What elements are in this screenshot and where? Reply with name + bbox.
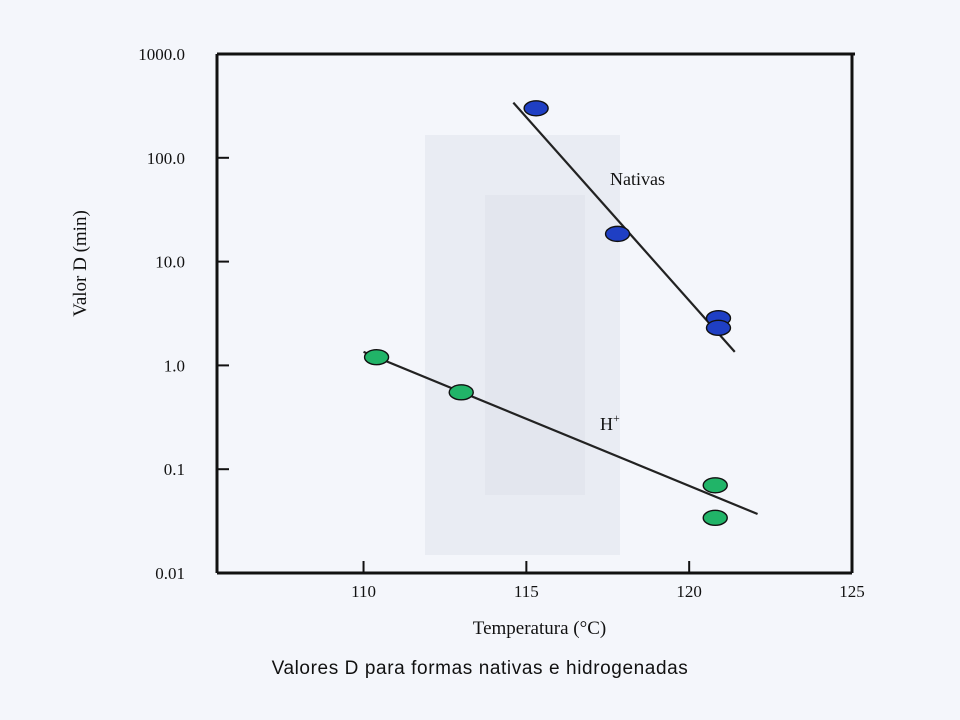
- y-tick-label: 10.0: [155, 253, 185, 272]
- data-point-h-plus: [363, 348, 390, 366]
- data-point-h-plus: [448, 384, 474, 401]
- x-axis-title: Temperatura (°C): [473, 618, 606, 639]
- y-tick-label: 100.0: [147, 149, 185, 168]
- x-tick-label: 110: [351, 582, 376, 601]
- x-tick-label: 115: [514, 582, 539, 601]
- series-label-h-plus: H+: [600, 411, 620, 434]
- series-label-nativas: Nativas: [610, 169, 665, 189]
- data-point-nativas: [705, 319, 732, 337]
- figure-caption: Valores D para formas nativas e hidrogen…: [271, 658, 689, 679]
- y-tick-label: 1.0: [164, 356, 185, 375]
- data-point-h-plus: [702, 477, 728, 494]
- y-axis-title: Valor D (min): [70, 210, 91, 317]
- fit-line-h-plus: [363, 350, 758, 516]
- data-point-nativas: [604, 225, 631, 243]
- y-tick-label: 0.01: [155, 564, 185, 583]
- data-point-h-plus: [702, 509, 728, 527]
- y-tick-label: 1000.0: [138, 45, 185, 64]
- x-tick-label: 120: [676, 582, 702, 601]
- y-tick-label: 0.1: [164, 460, 185, 479]
- scan-shading-inner: [485, 195, 585, 495]
- x-tick-label: 125: [839, 582, 865, 601]
- data-point-nativas: [523, 100, 549, 117]
